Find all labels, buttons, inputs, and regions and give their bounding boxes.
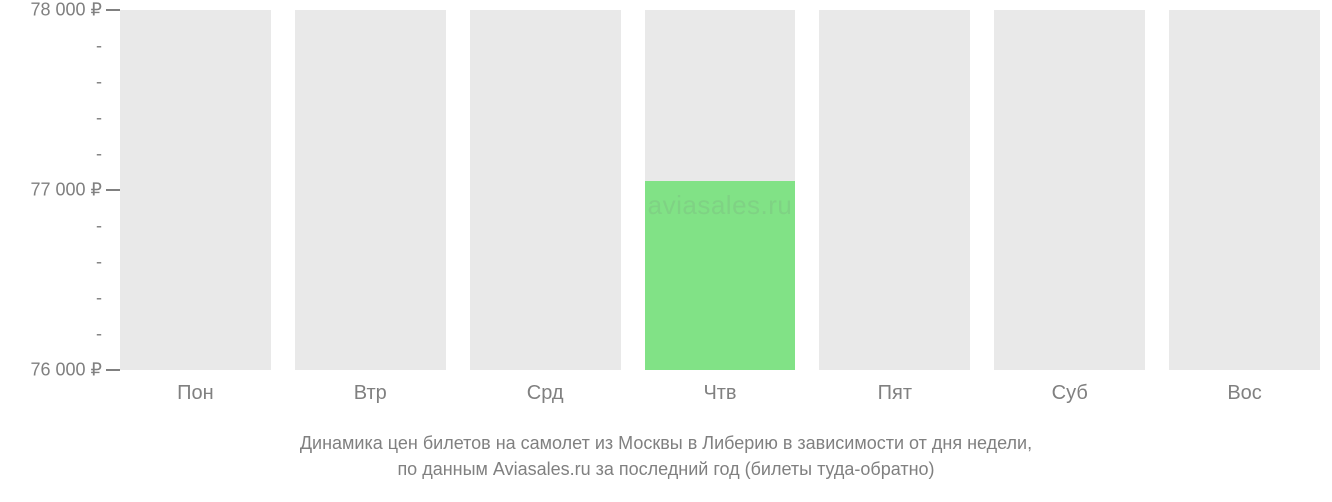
y-axis: 78 000 ₽ 77 000 ₽ 76 000 ₽ - - - - - - - - (0, 0, 120, 430)
x-tick-label: Срд (527, 382, 564, 405)
y-tick-label: 76 000 ₽ (30, 360, 102, 381)
y-minor-tick: - (96, 72, 102, 93)
bar-slot: Пон (120, 10, 271, 370)
bar-slot: Пят (819, 10, 970, 370)
bars-row: ПонВтрСрдЧтвПятСубВос (120, 10, 1320, 370)
bar-slot: Втр (295, 10, 446, 370)
caption-line-2: по данным Aviasales.ru за последний год … (0, 456, 1332, 482)
caption-line-1: Динамика цен билетов на самолет из Москв… (0, 430, 1332, 456)
x-tick-label: Чтв (703, 382, 736, 405)
y-minor-tick: - (96, 324, 102, 345)
y-minor-tick: - (96, 108, 102, 129)
x-tick-label: Пон (177, 382, 214, 405)
y-tick-mark (106, 189, 120, 191)
bar-background (470, 10, 621, 370)
x-tick-label: Суб (1052, 382, 1088, 405)
bar-background (1169, 10, 1320, 370)
bar-slot: Срд (470, 10, 621, 370)
chart-caption: Динамика цен билетов на самолет из Москв… (0, 430, 1332, 482)
x-tick-label: Втр (354, 382, 387, 405)
bar-background (994, 10, 1145, 370)
y-tick-label: 77 000 ₽ (30, 180, 102, 201)
bar-slot: Вос (1169, 10, 1320, 370)
price-by-weekday-chart: 78 000 ₽77 000 ₽76 000 ₽-------- ПонВтрС… (0, 0, 1332, 430)
x-tick-label: Пят (878, 382, 912, 405)
bar-slot: Чтв (645, 10, 796, 370)
bar-background (120, 10, 271, 370)
y-tick-mark (106, 369, 120, 371)
y-minor-tick: - (96, 144, 102, 165)
bar-background (295, 10, 446, 370)
y-minor-tick: - (96, 216, 102, 237)
bar-slot: Суб (994, 10, 1145, 370)
y-tick-label: 78 000 ₽ (30, 0, 102, 21)
y-minor-tick: - (96, 252, 102, 273)
bar-background (819, 10, 970, 370)
x-tick-label: Вос (1227, 382, 1261, 405)
plot-area: ПонВтрСрдЧтвПятСубВос aviasales.ru (120, 10, 1320, 370)
bar-value (645, 181, 796, 370)
y-minor-tick: - (96, 36, 102, 57)
y-minor-tick: - (96, 288, 102, 309)
y-tick-mark (106, 9, 120, 11)
